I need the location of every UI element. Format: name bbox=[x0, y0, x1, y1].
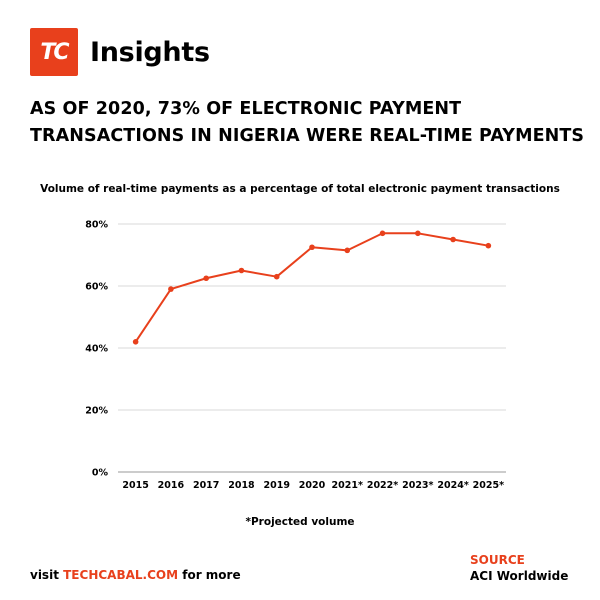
x-tick-label: 2022* bbox=[367, 480, 398, 491]
visit-suffix: for more bbox=[182, 568, 241, 582]
data-point bbox=[450, 236, 456, 243]
x-tick-label: 2016 bbox=[158, 480, 185, 491]
y-tick-label: 80% bbox=[85, 220, 108, 231]
y-tick-label: 0% bbox=[92, 468, 109, 479]
x-tick-label: 2018 bbox=[228, 480, 255, 491]
page-headline: AS OF 2020, 73% OF ELECTRONIC PAYMENT TR… bbox=[30, 99, 585, 146]
y-tick-label: 40% bbox=[85, 344, 108, 355]
brand-name: Insights bbox=[90, 36, 210, 68]
data-point bbox=[132, 339, 139, 345]
data-point bbox=[379, 230, 386, 237]
techcabal-link[interactable]: TECHCABAL.COM bbox=[63, 568, 179, 582]
visit-prefix: visit bbox=[30, 568, 59, 582]
x-tick-label: 2019 bbox=[264, 480, 290, 491]
data-point bbox=[203, 275, 209, 282]
x-tick-label: 2025* bbox=[473, 480, 504, 491]
x-tick-label: 2024* bbox=[437, 480, 468, 491]
source-label: SOURCE bbox=[470, 553, 525, 567]
projection-note: *Projected volume bbox=[245, 516, 355, 528]
logo-mark-text: TC bbox=[40, 39, 69, 65]
footer-visit: visit TECHCABAL.COM for more bbox=[30, 568, 241, 582]
data-point bbox=[238, 267, 245, 274]
x-tick-label: 2023* bbox=[402, 480, 433, 491]
y-tick-label: 60% bbox=[85, 282, 108, 293]
x-tick-label: 2015 bbox=[122, 480, 148, 491]
x-tick-label: 2021* bbox=[332, 480, 363, 491]
y-tick-label: 20% bbox=[85, 406, 108, 417]
data-point bbox=[485, 242, 492, 249]
chart-title: Volume of real-time payments as a percen… bbox=[40, 183, 560, 195]
data-point bbox=[344, 247, 351, 254]
brand-logo: TC Insights bbox=[30, 28, 210, 76]
data-point bbox=[168, 286, 174, 292]
data-point bbox=[309, 244, 315, 251]
x-tick-label: 2020 bbox=[299, 480, 326, 491]
source-value: ACI Worldwide bbox=[470, 569, 569, 583]
techcabal-logo-icon: TC bbox=[30, 28, 78, 76]
x-tick-label: 2017 bbox=[193, 480, 219, 491]
data-point bbox=[415, 230, 421, 237]
data-point bbox=[273, 273, 280, 280]
